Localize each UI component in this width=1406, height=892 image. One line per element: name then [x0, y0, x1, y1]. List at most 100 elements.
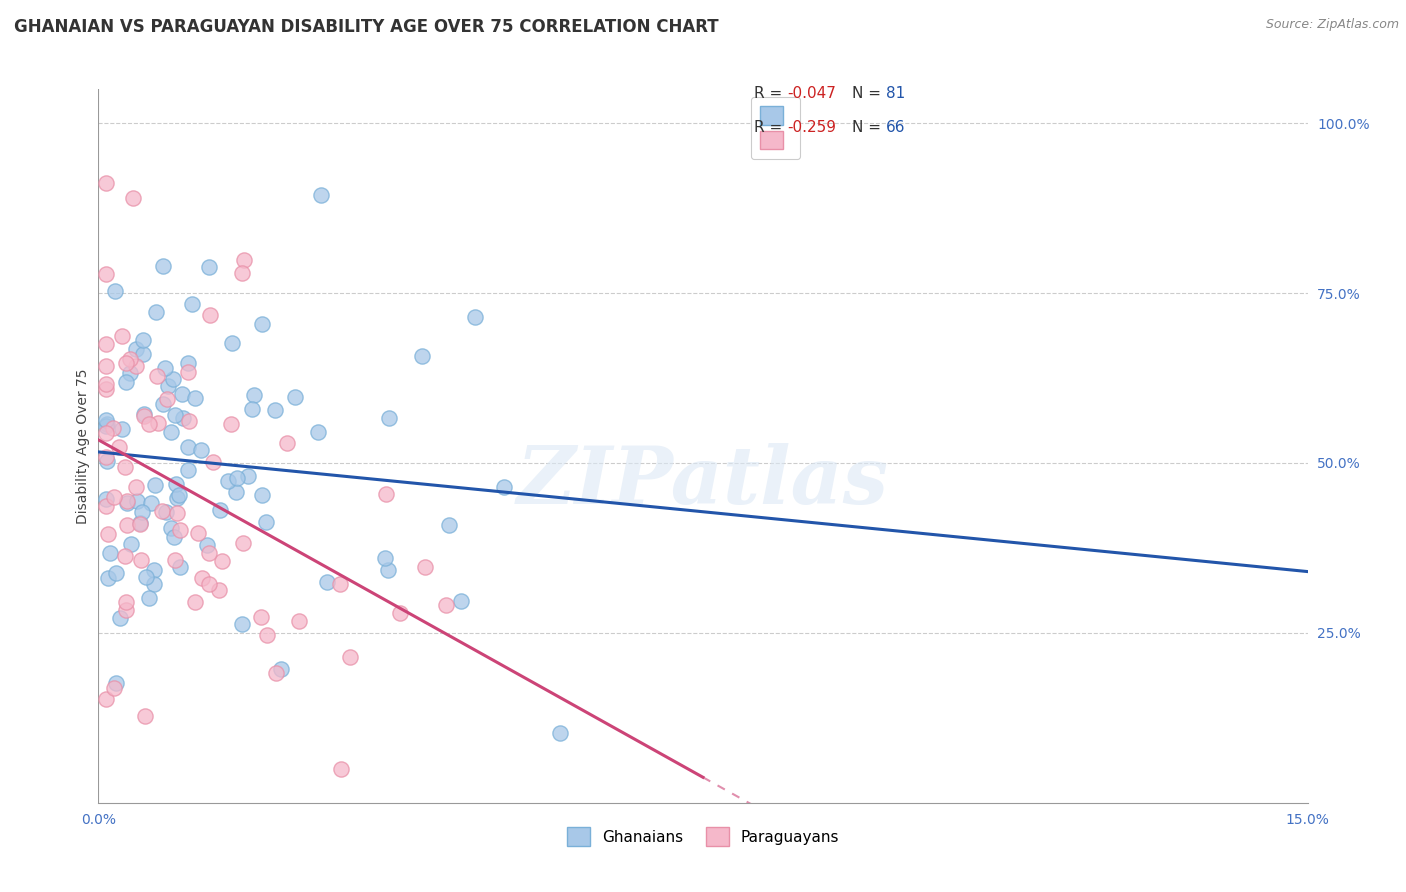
- Point: [264, 403, 287, 417]
- Point: [162, 371, 184, 385]
- Point: [143, 478, 166, 492]
- Point: [111, 421, 134, 435]
- Point: [172, 411, 194, 425]
- Point: [330, 762, 353, 776]
- Point: [143, 577, 166, 591]
- Point: [160, 425, 183, 440]
- Point: [166, 506, 188, 520]
- Point: [388, 606, 411, 620]
- Y-axis label: Disability Age Over 75: Disability Age Over 75: [76, 368, 90, 524]
- Point: [128, 516, 150, 531]
- Text: R =: R =: [754, 87, 787, 101]
- Point: [179, 414, 201, 428]
- Point: [307, 425, 329, 440]
- Point: [172, 386, 194, 401]
- Point: [177, 440, 200, 454]
- Point: [191, 571, 214, 585]
- Point: [209, 502, 232, 516]
- Legend: Ghanaians, Paraguayans: Ghanaians, Paraguayans: [561, 822, 845, 852]
- Point: [232, 536, 254, 550]
- Point: [104, 675, 127, 690]
- Point: [202, 455, 225, 469]
- Point: [104, 284, 127, 298]
- Point: [146, 368, 169, 383]
- Point: [134, 708, 156, 723]
- Point: [434, 598, 457, 612]
- Point: [169, 523, 191, 537]
- Point: [135, 570, 157, 584]
- Point: [254, 515, 277, 529]
- Point: [114, 356, 136, 370]
- Point: [197, 576, 219, 591]
- Point: [139, 496, 162, 510]
- Point: [378, 411, 401, 425]
- Point: [131, 505, 153, 519]
- Point: [96, 359, 118, 374]
- Point: [276, 435, 298, 450]
- Point: [156, 392, 179, 406]
- Point: [138, 591, 160, 606]
- Point: [287, 614, 309, 628]
- Point: [96, 413, 118, 427]
- Point: [145, 304, 167, 318]
- Point: [142, 563, 165, 577]
- Point: [200, 309, 222, 323]
- Point: [339, 650, 361, 665]
- Point: [439, 518, 461, 533]
- Point: [181, 297, 204, 311]
- Point: [146, 416, 169, 430]
- Point: [152, 397, 174, 411]
- Point: [249, 610, 271, 624]
- Point: [103, 490, 125, 504]
- Point: [169, 560, 191, 574]
- Point: [236, 469, 259, 483]
- Point: [114, 595, 136, 609]
- Point: [96, 499, 118, 513]
- Point: [111, 328, 134, 343]
- Point: [114, 549, 136, 563]
- Point: [97, 571, 120, 585]
- Point: [240, 402, 263, 417]
- Point: [157, 379, 180, 393]
- Point: [211, 554, 233, 568]
- Point: [231, 616, 253, 631]
- Point: [117, 496, 139, 510]
- Point: [198, 260, 221, 275]
- Point: [226, 471, 249, 485]
- Point: [98, 546, 121, 560]
- Point: [231, 266, 253, 280]
- Point: [256, 628, 278, 642]
- Text: R =: R =: [754, 120, 787, 135]
- Point: [163, 409, 186, 423]
- Point: [96, 425, 118, 440]
- Point: [118, 351, 141, 366]
- Point: [315, 574, 337, 589]
- Point: [225, 484, 247, 499]
- Point: [97, 527, 120, 541]
- Point: [217, 474, 239, 488]
- Point: [187, 525, 209, 540]
- Point: [190, 443, 212, 458]
- Point: [165, 553, 187, 567]
- Point: [96, 177, 118, 191]
- Point: [177, 356, 200, 370]
- Point: [132, 334, 155, 348]
- Point: [115, 376, 138, 390]
- Point: [377, 563, 399, 577]
- Point: [120, 537, 142, 551]
- Point: [132, 409, 155, 424]
- Point: [243, 388, 266, 402]
- Point: [250, 318, 273, 332]
- Point: [284, 390, 307, 404]
- Point: [548, 726, 571, 740]
- Text: N =: N =: [852, 87, 886, 101]
- Point: [96, 450, 118, 464]
- Point: [197, 546, 219, 560]
- Point: [105, 566, 128, 580]
- Point: [96, 491, 118, 506]
- Point: [166, 491, 188, 505]
- Point: [120, 366, 142, 380]
- Text: 81: 81: [886, 87, 905, 101]
- Point: [132, 407, 155, 421]
- Point: [138, 417, 160, 431]
